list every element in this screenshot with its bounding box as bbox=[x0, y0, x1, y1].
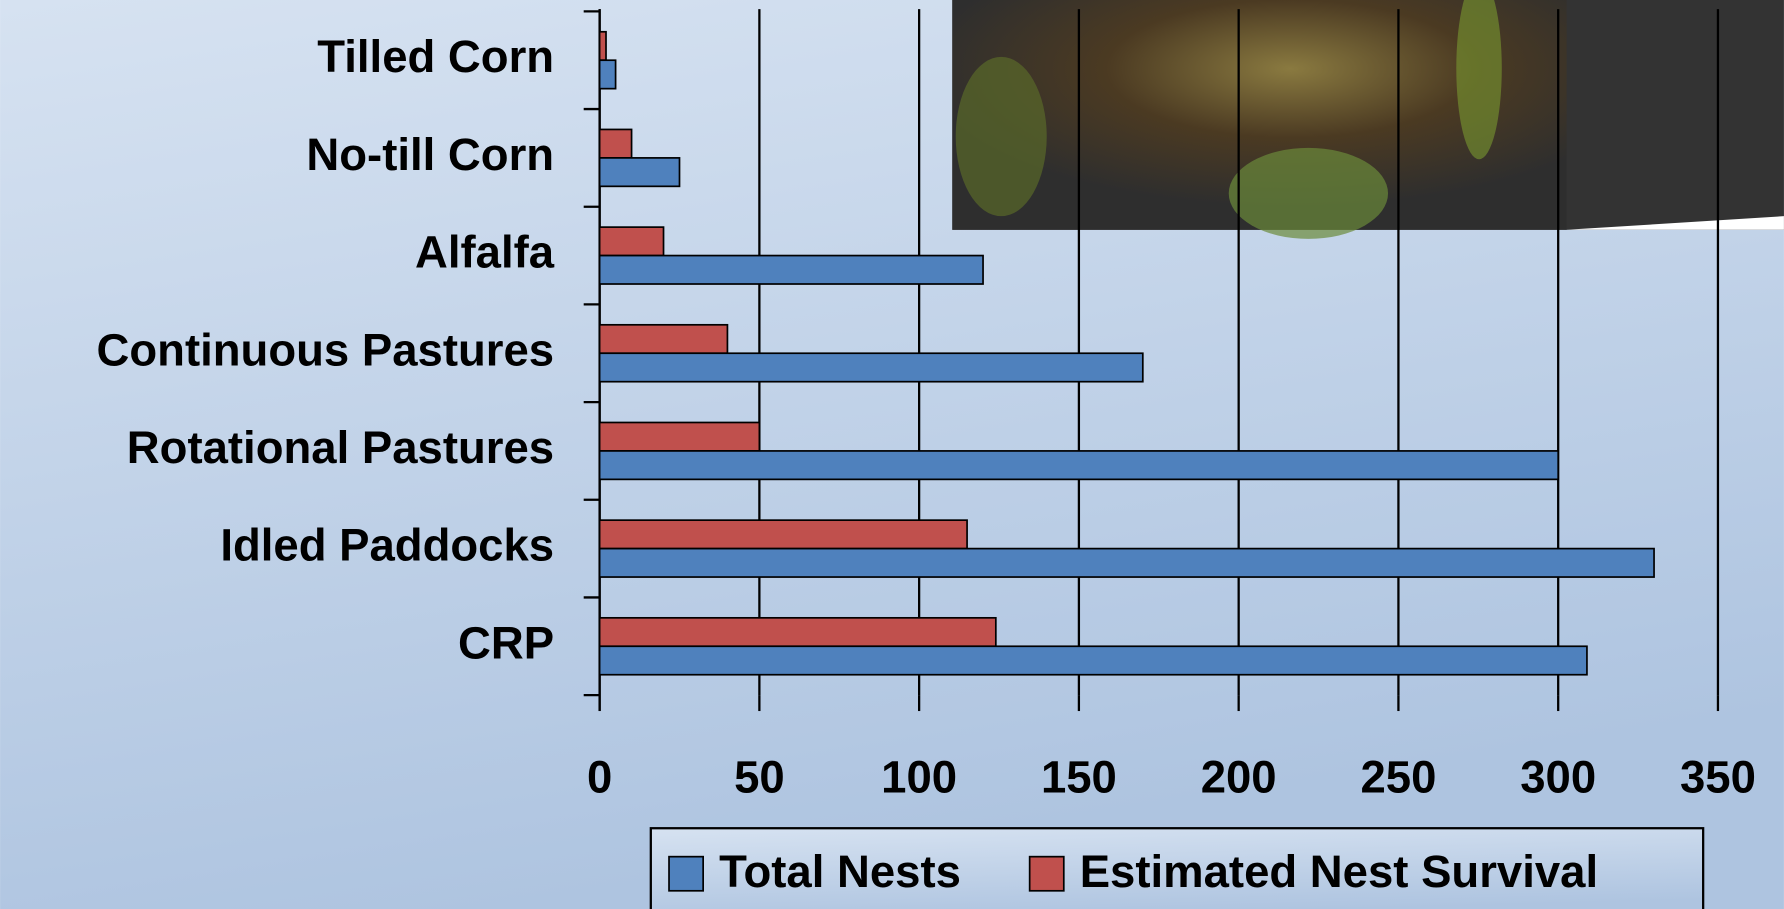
photo-leaf bbox=[1456, 0, 1502, 160]
bar bbox=[598, 157, 681, 188]
bar bbox=[598, 519, 968, 550]
y-tick-label: No-till Corn bbox=[306, 129, 554, 180]
photo-edge bbox=[1566, 216, 1784, 230]
x-tick-label: 100 bbox=[881, 751, 957, 802]
y-tick-label: Continuous Pastures bbox=[97, 324, 555, 375]
x-tick-label: 250 bbox=[1360, 751, 1436, 802]
x-tick-label: 150 bbox=[1041, 751, 1117, 802]
bar bbox=[598, 547, 1655, 578]
bar bbox=[598, 226, 665, 257]
y-tick-label: Tilled Corn bbox=[317, 31, 554, 82]
bar bbox=[598, 254, 984, 285]
bar bbox=[598, 450, 1560, 481]
legend-box bbox=[649, 827, 1705, 909]
y-tick-label: CRP bbox=[458, 617, 554, 668]
y-tick-label: Idled Paddocks bbox=[220, 520, 554, 571]
photo-leaf bbox=[955, 56, 1047, 217]
bar bbox=[598, 616, 997, 648]
bar bbox=[598, 645, 1588, 676]
legend-label: Estimated Nest Survival bbox=[1080, 846, 1598, 897]
x-tick-label: 200 bbox=[1201, 751, 1277, 802]
photo-leaf bbox=[1228, 147, 1389, 239]
bar bbox=[598, 128, 633, 159]
bar bbox=[598, 30, 607, 62]
x-tick-label: 0 bbox=[587, 751, 612, 802]
photo bbox=[952, 0, 1784, 239]
y-tick-label: Rotational Pastures bbox=[127, 422, 554, 473]
legend-swatch bbox=[1028, 855, 1065, 892]
legend-swatch bbox=[668, 855, 704, 892]
bar bbox=[598, 421, 761, 452]
bar bbox=[598, 59, 617, 90]
bar bbox=[598, 323, 729, 355]
y-tick-label: Alfalfa bbox=[415, 227, 555, 278]
x-tick-label: 50 bbox=[734, 751, 785, 802]
x-tick-label: 350 bbox=[1680, 751, 1756, 802]
bar bbox=[598, 352, 1144, 383]
x-tick-label: 300 bbox=[1520, 751, 1596, 802]
legend-label: Total Nests bbox=[719, 846, 961, 897]
